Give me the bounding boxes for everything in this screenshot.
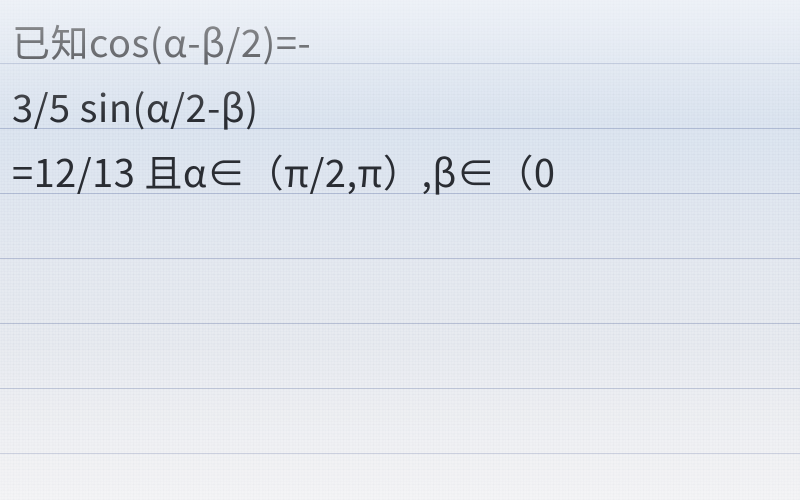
math-text-line-1: 已知cos(α-β/2)=-	[12, 22, 788, 60]
math-text-line-3: =12/13 且α∈（π/2,π）,β∈（0	[12, 152, 788, 190]
page-background: 已知cos(α-β/2)=- 3/5 sin(α/2-β) =12/13 且α∈…	[0, 0, 800, 500]
ruled-lines	[0, 0, 800, 500]
math-text-line-2: 3/5 sin(α/2-β)	[12, 87, 788, 125]
